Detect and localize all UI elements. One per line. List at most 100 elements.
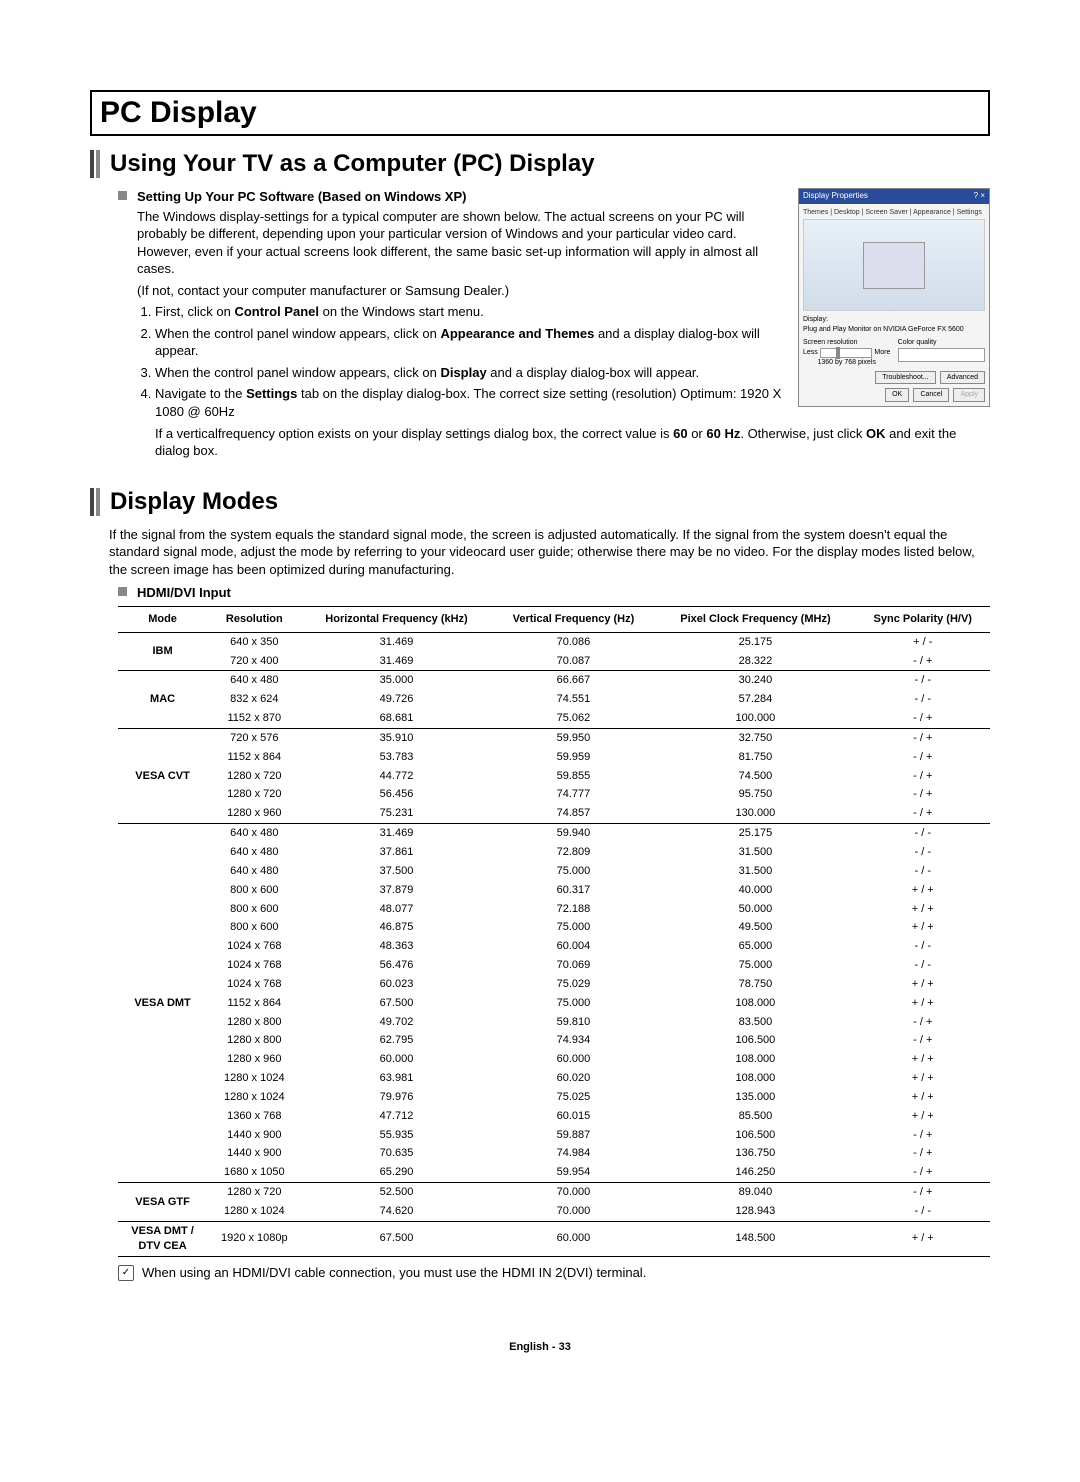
table-cell: - / + — [855, 709, 990, 728]
page-title: PC Display — [100, 96, 980, 130]
table-cell: 75.231 — [301, 804, 491, 823]
heading-bars-icon — [90, 488, 100, 516]
table-row: 1280 x 102463.98160.020108.000+ / + — [118, 1069, 990, 1088]
display-label: Display: — [803, 315, 985, 324]
quality-select[interactable] — [898, 348, 985, 362]
resolution-text: 1360 by 768 pixels — [803, 358, 890, 367]
table-cell: 640 x 480 — [207, 824, 301, 843]
table-row: 1360 x 76847.71260.01585.500+ / + — [118, 1107, 990, 1126]
table-cell: - / - — [855, 862, 990, 881]
table-cell: 66.667 — [492, 671, 656, 690]
table-row: 1024 x 76856.47670.06975.000- / - — [118, 956, 990, 975]
table-cell: - / + — [855, 1013, 990, 1032]
table-cell: 1280 x 1024 — [207, 1202, 301, 1221]
section2-heading: Display Modes — [110, 488, 278, 516]
quality-label: Color quality — [898, 338, 985, 347]
troubleshoot-button[interactable]: Troubleshoot... — [875, 371, 935, 384]
table-cell: 89.040 — [655, 1183, 855, 1202]
page-footer: English - 33 — [90, 1341, 990, 1353]
mode-label-cell: VESA GTF — [118, 1183, 207, 1222]
table-cell: - / + — [855, 785, 990, 804]
table-cell: 60.000 — [492, 1221, 656, 1256]
table-cell: 800 x 600 — [207, 881, 301, 900]
square-bullet-icon — [118, 587, 127, 596]
table-cell: 75.025 — [492, 1088, 656, 1107]
table-cell: 1280 x 720 — [207, 767, 301, 786]
table-cell: 72.188 — [492, 900, 656, 919]
table-cell: 75.000 — [492, 918, 656, 937]
table-cell: 60.020 — [492, 1069, 656, 1088]
table-cell: 59.940 — [492, 824, 656, 843]
table-cell: 75.000 — [492, 994, 656, 1013]
table-cell: 128.943 — [655, 1202, 855, 1221]
table-cell: 74.934 — [492, 1031, 656, 1050]
table-cell: 130.000 — [655, 804, 855, 823]
advanced-button[interactable]: Advanced — [940, 371, 985, 384]
table-cell: 59.887 — [492, 1126, 656, 1145]
table-header: Mode — [118, 606, 207, 632]
table-cell: 75.062 — [492, 709, 656, 728]
table-cell: 1024 x 768 — [207, 937, 301, 956]
footnote-text: When using an HDMI/DVI cable connection,… — [142, 1265, 646, 1280]
table-cell: 59.954 — [492, 1163, 656, 1182]
section1-header: Using Your TV as a Computer (PC) Display — [90, 150, 990, 178]
table-cell: 37.879 — [301, 881, 491, 900]
table-cell: + / + — [855, 900, 990, 919]
table-cell: 75.000 — [492, 862, 656, 881]
footnote: ✓ When using an HDMI/DVI cable connectio… — [118, 1265, 990, 1281]
table-cell: 800 x 600 — [207, 900, 301, 919]
section2-intro: If the signal from the system equals the… — [109, 526, 990, 579]
table-cell: - / + — [855, 652, 990, 671]
display-modes-table: ModeResolutionHorizontal Frequency (kHz)… — [118, 606, 990, 1257]
table-cell: + / + — [855, 881, 990, 900]
table-cell: 65.000 — [655, 937, 855, 956]
mode-label-cell: VESA CVT — [118, 728, 207, 823]
table-cell: - / + — [855, 1144, 990, 1163]
table-cell: + / + — [855, 1088, 990, 1107]
dialog-controls-icon: ? × — [974, 191, 985, 202]
table-cell: 47.712 — [301, 1107, 491, 1126]
table-row: 1280 x 72056.45674.77795.750- / + — [118, 785, 990, 804]
section1-content: Display Properties ? × Themes | Desktop … — [118, 188, 990, 464]
table-cell: 50.000 — [655, 900, 855, 919]
page-title-box: PC Display — [90, 90, 990, 136]
table-row: IBM640 x 35031.46970.08625.175+ / - — [118, 632, 990, 651]
table-cell: 135.000 — [655, 1088, 855, 1107]
table-row: VESA GTF1280 x 72052.50070.00089.040- / … — [118, 1183, 990, 1202]
table-cell: 60.004 — [492, 937, 656, 956]
apply-button[interactable]: Apply — [953, 388, 985, 401]
table-cell: 40.000 — [655, 881, 855, 900]
table-cell: 57.284 — [655, 690, 855, 709]
table-header: Sync Polarity (H/V) — [855, 606, 990, 632]
table-cell: 48.363 — [301, 937, 491, 956]
table-cell: 28.322 — [655, 652, 855, 671]
table-row: 1152 x 87068.68175.062100.000- / + — [118, 709, 990, 728]
table-header: Pixel Clock Frequency (MHz) — [655, 606, 855, 632]
table-cell: - / + — [855, 728, 990, 747]
table-row: 1024 x 76860.02375.02978.750+ / + — [118, 975, 990, 994]
table-cell: + / + — [855, 1221, 990, 1256]
resolution-slider[interactable] — [820, 348, 873, 358]
table-row: 1024 x 76848.36360.00465.000- / - — [118, 937, 990, 956]
mode-label-cell: IBM — [118, 632, 207, 671]
section1-heading: Using Your TV as a Computer (PC) Display — [110, 150, 595, 178]
table-cell: 74.857 — [492, 804, 656, 823]
table-cell: 75.029 — [492, 975, 656, 994]
note-icon: ✓ — [118, 1265, 134, 1281]
table-cell: 31.469 — [301, 824, 491, 843]
table-cell: 1440 x 900 — [207, 1144, 301, 1163]
cancel-button[interactable]: Cancel — [913, 388, 949, 401]
table-cell: 35.910 — [301, 728, 491, 747]
table-cell: 31.500 — [655, 862, 855, 881]
table-cell: - / + — [855, 1031, 990, 1050]
table-row: 1280 x 96060.00060.000108.000+ / + — [118, 1050, 990, 1069]
table-cell: 74.777 — [492, 785, 656, 804]
table-cell: 55.935 — [301, 1126, 491, 1145]
table-cell: 75.000 — [655, 956, 855, 975]
table-cell: 1280 x 1024 — [207, 1069, 301, 1088]
table-cell: 1280 x 720 — [207, 1183, 301, 1202]
table-cell: 49.702 — [301, 1013, 491, 1032]
ok-button[interactable]: OK — [885, 388, 909, 401]
table-cell: 49.500 — [655, 918, 855, 937]
table-cell: - / + — [855, 804, 990, 823]
